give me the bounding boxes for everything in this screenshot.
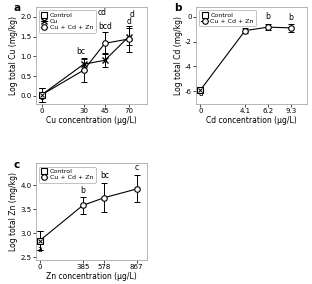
Text: cd: cd (98, 8, 107, 17)
Text: b: b (243, 14, 248, 23)
Text: b: b (80, 186, 85, 195)
Y-axis label: Log total Cu (mg/kg): Log total Cu (mg/kg) (9, 16, 18, 95)
Text: a: a (37, 245, 42, 254)
Text: bcd: bcd (98, 22, 112, 31)
X-axis label: Cd concentration (μg/L): Cd concentration (μg/L) (206, 116, 297, 125)
Y-axis label: Log total Cd (mg/kg): Log total Cd (mg/kg) (174, 16, 183, 95)
X-axis label: Zn concentration (μg/L): Zn concentration (μg/L) (46, 272, 137, 281)
Text: a: a (39, 93, 44, 103)
Text: b: b (289, 13, 293, 22)
Text: a: a (14, 3, 21, 13)
Text: b: b (174, 3, 181, 13)
X-axis label: Cu concentration (μg/L): Cu concentration (μg/L) (46, 116, 137, 125)
Legend: Control, Cu, Cu + Cd + Zn: Control, Cu, Cu + Cd + Zn (39, 10, 96, 33)
Text: d: d (129, 10, 134, 19)
Text: bc: bc (76, 47, 85, 56)
Legend: Control, Cu + Cd + Zn: Control, Cu + Cd + Zn (39, 166, 96, 183)
Y-axis label: Log total Zn (mg/kg): Log total Zn (mg/kg) (9, 172, 18, 251)
Text: d: d (126, 16, 131, 26)
Text: b: b (81, 65, 86, 74)
Text: a: a (198, 89, 203, 98)
Text: b: b (266, 12, 271, 21)
Text: c: c (135, 163, 139, 172)
Legend: Control, Cu + Cd + Zn: Control, Cu + Cd + Zn (199, 10, 256, 26)
Text: bc: bc (100, 171, 109, 180)
Text: c: c (14, 160, 20, 170)
